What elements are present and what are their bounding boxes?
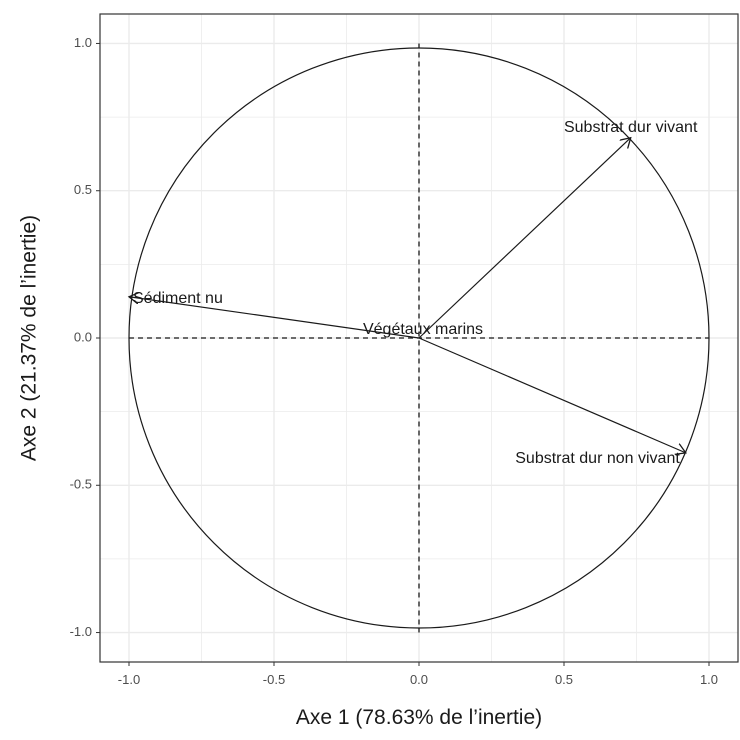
variable-arrow [418,138,631,339]
unit-circle-outline [128,47,710,629]
x-tick-label: 0.5 [555,672,573,687]
variable-arrows [129,138,686,453]
unit-circle [128,47,710,629]
variable-labels: Substrat dur vivant Sédiment nu Végétaux m… [133,119,698,467]
x-axis-title: Axe 1 (78.63% de l’inertie) [296,706,542,729]
variable-arrow [129,297,420,339]
y-tick-label: -0.5 [70,477,92,492]
variable-label: Substrat dur vivant [564,119,698,136]
x-tick-label: 0.0 [410,672,428,687]
y-tick-label: -1.0 [70,624,92,639]
x-tick-label: -1.0 [118,672,140,687]
y-tick-label: 0.5 [74,182,92,197]
variable-label: Végétaux marins [363,321,483,338]
y-tick-label: 0.0 [74,329,92,344]
variable-arrow [418,337,686,453]
variable-label: Sédiment nu [133,290,223,307]
axis-ticks: -1.0 -0.5 0.0 0.5 1.0 -1.0 -0.5 0.0 0.5 1.0 [70,35,718,687]
y-axis-title: Axe 2 (21.37% de l’inertie) [18,215,41,461]
x-tick-label: -0.5 [263,672,285,687]
x-tick-label: 1.0 [700,672,718,687]
variable-label: Substrat dur non vivant [515,450,680,467]
y-tick-label: 1.0 [74,35,92,50]
